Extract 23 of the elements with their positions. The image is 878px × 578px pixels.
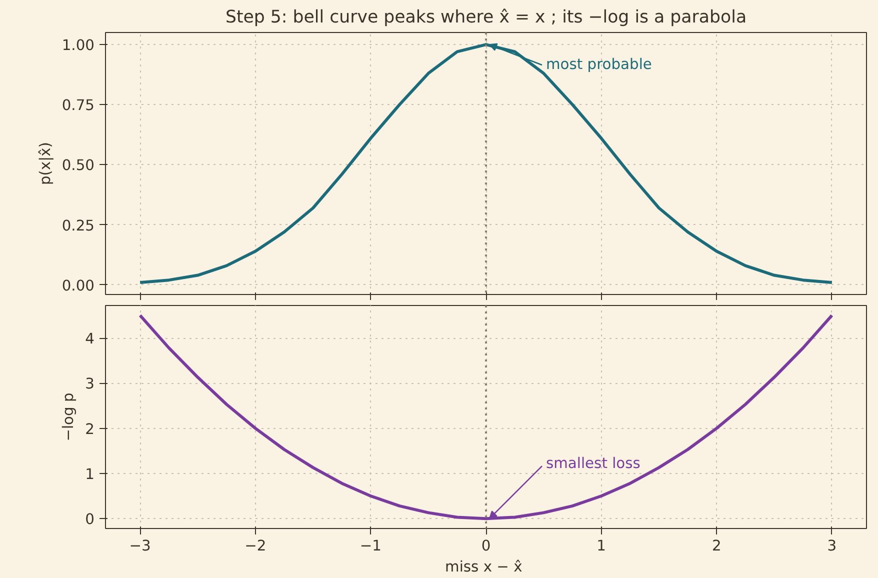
y-axis-title: −log p	[60, 392, 78, 442]
x-tick-label: 2	[712, 538, 722, 554]
x-tick-label: 3	[827, 538, 837, 554]
y-tick-label: 3	[85, 376, 95, 393]
y-tick-label: 1	[85, 466, 95, 483]
y-axis-title: p(x|x̂)	[36, 142, 54, 186]
x-axis-title: miss x − x̂	[445, 558, 523, 576]
y-tick-label: 4	[85, 330, 95, 348]
y-tick-label: 0.50	[62, 157, 95, 174]
y-tick-label: 0.25	[62, 217, 95, 234]
x-tick-label: 1	[596, 538, 606, 554]
x-tick-label: 0	[481, 538, 491, 554]
y-tick-label: 0.00	[62, 277, 95, 294]
y-tick-label: 1.00	[62, 37, 95, 54]
y-tick-label: 2	[85, 420, 95, 438]
y-tick-label: 0.75	[62, 97, 95, 114]
y-tick-label: 0	[85, 511, 95, 528]
chart-title: Step 5: bell curve peaks where x̂ = x ; its −log is a parabola	[225, 8, 747, 28]
x-tick-label: −1	[360, 538, 382, 554]
annotation: smallest loss	[546, 455, 640, 472]
x-tick-label: −2	[244, 538, 266, 554]
annotation: most probable	[546, 56, 652, 74]
x-tick-label: −3	[129, 538, 151, 554]
